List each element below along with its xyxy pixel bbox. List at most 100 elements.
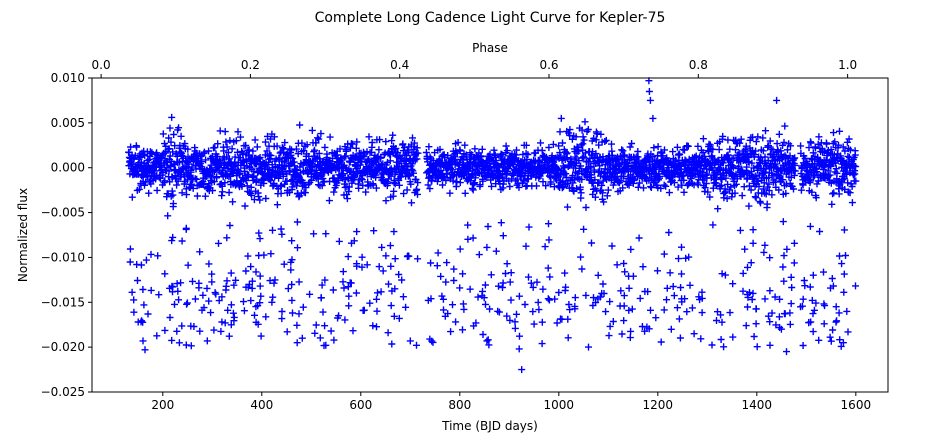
data-point: [765, 312, 772, 320]
data-point: [511, 324, 519, 332]
data-point: [732, 180, 740, 188]
data-point: [561, 164, 569, 172]
data-point: [809, 328, 817, 336]
data-point: [144, 310, 152, 318]
data-point: [735, 149, 743, 157]
data-point: [503, 260, 511, 268]
data-point: [588, 239, 595, 247]
data-point: [684, 142, 692, 150]
data-point: [215, 297, 223, 305]
data-point: [382, 252, 390, 260]
data-point: [245, 281, 253, 288]
data-point: [739, 287, 747, 295]
data-point: [790, 171, 798, 179]
data-point: [379, 160, 387, 168]
data-point: [427, 259, 435, 267]
data-point: [522, 141, 530, 149]
data-point: [751, 193, 759, 201]
data-point: [618, 330, 626, 338]
data-point: [657, 338, 665, 346]
data-point: [170, 131, 178, 138]
data-point: [161, 270, 169, 278]
data-point: [333, 151, 340, 159]
data-point: [772, 321, 780, 329]
data-point: [690, 330, 698, 338]
data-point: [775, 186, 783, 194]
data-point: [391, 180, 399, 188]
data-point: [404, 172, 412, 180]
data-point: [375, 146, 383, 154]
data-point: [553, 319, 561, 327]
chart-title: Complete Long Cadence Light Curve for Ke…: [315, 10, 666, 26]
data-point: [680, 176, 688, 184]
data-point: [263, 147, 271, 155]
data-point: [322, 230, 330, 238]
data-point: [225, 173, 233, 180]
data-point: [414, 190, 421, 198]
data-point: [678, 295, 686, 303]
data-point: [209, 187, 216, 194]
data-point: [199, 291, 207, 299]
data-point: [833, 169, 841, 177]
data-point: [763, 200, 771, 208]
data-point: [345, 302, 353, 310]
data-point: [226, 222, 234, 229]
data-point: [251, 136, 259, 144]
data-point: [182, 341, 190, 349]
data-point: [578, 175, 586, 183]
data-point: [699, 149, 707, 157]
data-point: [674, 183, 682, 191]
data-point: [533, 278, 541, 286]
data-point: [605, 332, 613, 340]
data-point: [581, 118, 589, 126]
top-tick-label: 0.2: [241, 58, 260, 72]
y-axis-ticks: −0.025 −0.020 −0.015 −0.010 −0.005 0.000 0.005…: [41, 71, 92, 399]
data-point: [128, 193, 136, 201]
data-point: [474, 293, 482, 301]
data-point: [215, 239, 222, 247]
data-point: [617, 287, 625, 295]
data-point: [400, 190, 408, 198]
data-point: [729, 280, 737, 288]
data-point: [747, 259, 755, 267]
data-point: [660, 181, 668, 189]
data-point: [525, 273, 532, 281]
data-point: [211, 144, 219, 152]
data-point: [494, 307, 502, 315]
data-point: [147, 250, 155, 258]
data-point: [544, 295, 552, 303]
data-point: [230, 281, 238, 289]
data-point: [461, 189, 469, 197]
data-point: [731, 189, 739, 197]
data-point: [382, 197, 390, 205]
data-point: [254, 320, 262, 328]
data-point: [667, 325, 675, 333]
data-point: [780, 277, 788, 285]
data-point: [182, 224, 190, 232]
data-point: [321, 276, 329, 284]
data-point: [126, 258, 134, 266]
data-point: [826, 171, 834, 179]
data-point: [167, 138, 175, 146]
data-point: [499, 232, 507, 240]
data-point: [636, 179, 643, 187]
data-point: [218, 293, 226, 301]
data-point: [312, 139, 320, 147]
data-point: [345, 183, 353, 191]
data-point: [749, 289, 757, 297]
data-point: [486, 305, 494, 313]
data-point: [444, 310, 452, 318]
data-point: [597, 130, 605, 138]
data-point: [330, 336, 338, 344]
data-point: [602, 308, 610, 316]
data-point: [225, 332, 233, 340]
data-point: [227, 321, 235, 329]
data-point: [752, 147, 760, 155]
data-point: [645, 88, 653, 95]
data-point: [126, 245, 134, 253]
data-point: [466, 285, 474, 293]
data-point: [224, 306, 232, 314]
data-point: [287, 258, 295, 266]
data-point: [708, 341, 716, 349]
data-point: [298, 334, 306, 342]
